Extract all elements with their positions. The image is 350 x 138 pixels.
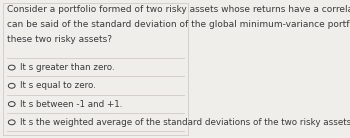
Text: It s the weighted average of the standard deviations of the two risky assets.: It s the weighted average of the standar… [20,118,350,127]
Text: these two risky assets?: these two risky assets? [7,35,112,44]
Text: It s between -1 and +1.: It s between -1 and +1. [20,99,122,109]
Text: Consider a portfolio formed of two risky assets whose returns have a correlation: Consider a portfolio formed of two risky… [7,5,350,14]
Text: It s equal to zero.: It s equal to zero. [20,81,96,90]
Text: It s greater than zero.: It s greater than zero. [20,63,115,72]
Text: can be said of the standard deviation of the global minimum-variance portfolio f: can be said of the standard deviation of… [7,20,350,29]
